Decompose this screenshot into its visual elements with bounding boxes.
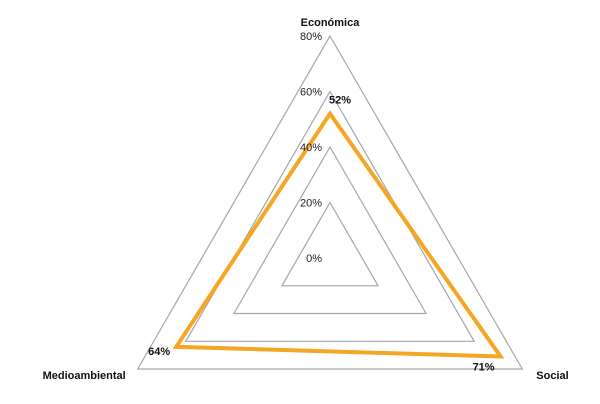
tick-label-40: 40% <box>300 142 322 154</box>
data-labels: 52% 71% 64% <box>148 95 495 374</box>
data-label-2: 64% <box>148 346 170 358</box>
data-label-0: 52% <box>329 95 351 107</box>
axis-titles: Económica Social Medioambiental <box>43 17 569 382</box>
data-label-1: 71% <box>473 362 495 374</box>
tick-labels: 0% 20% 40% 60% 80% <box>300 31 322 265</box>
series-polygon <box>172 110 505 359</box>
grid-ring-40 <box>232 145 428 315</box>
tick-label-60: 60% <box>300 87 322 99</box>
axis-title-1: Social <box>536 370 568 382</box>
grid-ring-80 <box>136 34 524 370</box>
axis-title-0: Económica <box>301 17 361 29</box>
grid-ring-20 <box>280 201 380 287</box>
tick-label-0: 0% <box>306 253 322 265</box>
tick-label-80: 80% <box>300 31 322 43</box>
grid-ring-60 <box>184 90 476 342</box>
tick-label-20: 20% <box>300 198 322 210</box>
series-layer <box>172 110 505 359</box>
axis-title-2: Medioambiental <box>43 370 126 382</box>
